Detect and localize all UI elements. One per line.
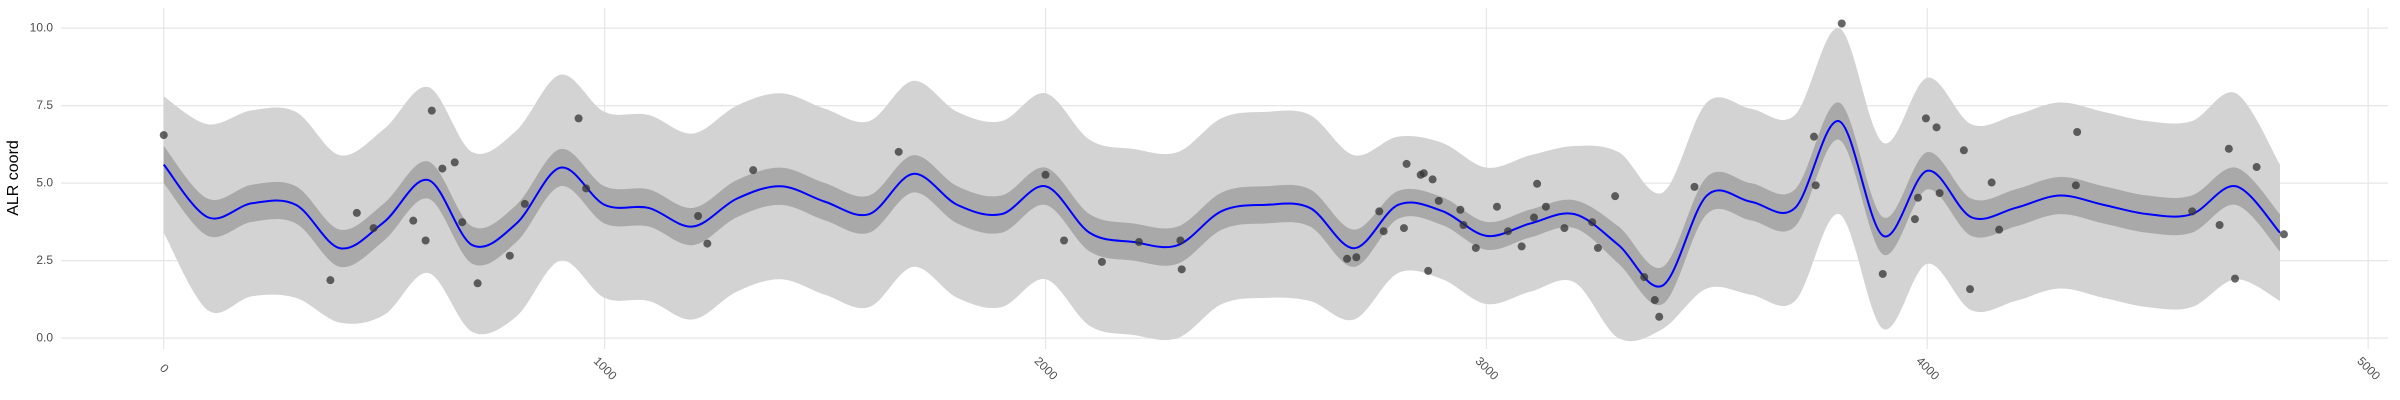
data-point: [1878, 269, 1887, 278]
data-point: [1811, 181, 1820, 190]
data-point: [369, 224, 378, 233]
data-point: [2231, 274, 2240, 283]
data-point: [1650, 296, 1659, 305]
data-point: [1471, 243, 1480, 252]
data-point: [1593, 243, 1602, 252]
data-point: [1517, 242, 1526, 251]
data-point: [1375, 207, 1384, 216]
data-point: [694, 212, 703, 221]
data-point: [1041, 170, 1050, 179]
data-point: [1177, 265, 1186, 274]
data-point: [1921, 114, 1930, 123]
data-point: [458, 218, 467, 227]
data-point: [1402, 159, 1411, 168]
data-point: [1492, 202, 1501, 211]
data-point: [1434, 196, 1443, 205]
y-tick-label: 2.5: [36, 253, 53, 267]
x-tick-label: 0: [157, 361, 172, 376]
data-point: [1987, 178, 1996, 187]
data-point: [421, 236, 430, 245]
data-point: [1379, 227, 1388, 236]
data-point: [1966, 285, 1975, 294]
data-point: [582, 184, 591, 193]
data-point: [574, 114, 583, 123]
y-tick-label: 10.0: [30, 20, 54, 34]
outer-band: [163, 27, 2280, 342]
x-tick-label: 1000: [591, 354, 620, 383]
x-tick-label: 3000: [1473, 354, 1502, 383]
data-point: [1176, 236, 1185, 245]
data-point: [1352, 253, 1361, 262]
y-tick-label: 7.5: [36, 98, 53, 112]
data-point: [352, 208, 361, 217]
data-point: [520, 199, 529, 208]
data-point: [1560, 224, 1569, 233]
data-point: [1959, 146, 1968, 155]
x-tick-label: 2000: [1032, 354, 1061, 383]
data-point: [1655, 312, 1664, 321]
y-axis-title: ALR coord: [5, 140, 22, 216]
data-point: [1588, 218, 1597, 227]
data-point: [326, 276, 335, 285]
data-point: [1935, 189, 1944, 198]
data-point: [749, 166, 758, 175]
data-point: [1424, 266, 1433, 275]
data-point: [1343, 254, 1352, 263]
data-point: [1995, 225, 2004, 234]
data-point: [505, 251, 514, 260]
data-point: [450, 158, 459, 167]
data-point: [409, 216, 418, 225]
data-point: [427, 106, 436, 115]
data-point: [1399, 224, 1408, 233]
data-point: [159, 131, 168, 140]
data-point: [2073, 128, 2082, 136]
data-point: [438, 164, 447, 173]
data-point: [1097, 257, 1106, 266]
data-point: [1914, 193, 1923, 202]
data-point: [1060, 236, 1069, 245]
data-point: [1419, 169, 1428, 178]
data-point: [1459, 221, 1468, 229]
data-point: [1456, 205, 1465, 214]
data-point: [1837, 19, 1846, 28]
x-tick-label: 4000: [1913, 354, 1942, 383]
data-point: [1690, 182, 1699, 191]
data-point: [1932, 123, 1941, 132]
y-tick-label: 0.0: [36, 330, 53, 344]
data-point: [1134, 238, 1143, 247]
data-point: [2215, 221, 2224, 229]
data-point: [1503, 227, 1512, 236]
data-point: [894, 147, 903, 156]
data-point: [703, 239, 712, 248]
data-point: [2071, 181, 2080, 190]
data-point: [2252, 163, 2261, 172]
x-tick-label: 5000: [2354, 354, 2383, 383]
data-point: [473, 279, 482, 288]
inner-band: [163, 102, 2280, 306]
data-point: [2188, 207, 2197, 216]
data-point: [2224, 144, 2233, 153]
data-point: [1530, 213, 1539, 222]
data-point: [1533, 179, 1542, 188]
data-point: [1640, 273, 1649, 282]
data-point: [1541, 202, 1550, 211]
data-point: [1611, 192, 1620, 201]
data-point: [1428, 175, 1437, 184]
y-tick-label: 5.0: [36, 175, 53, 189]
data-point: [2279, 230, 2288, 239]
data-point: [1910, 215, 1919, 224]
mean-line: [162, 120, 2281, 288]
data-point: [1809, 132, 1818, 141]
